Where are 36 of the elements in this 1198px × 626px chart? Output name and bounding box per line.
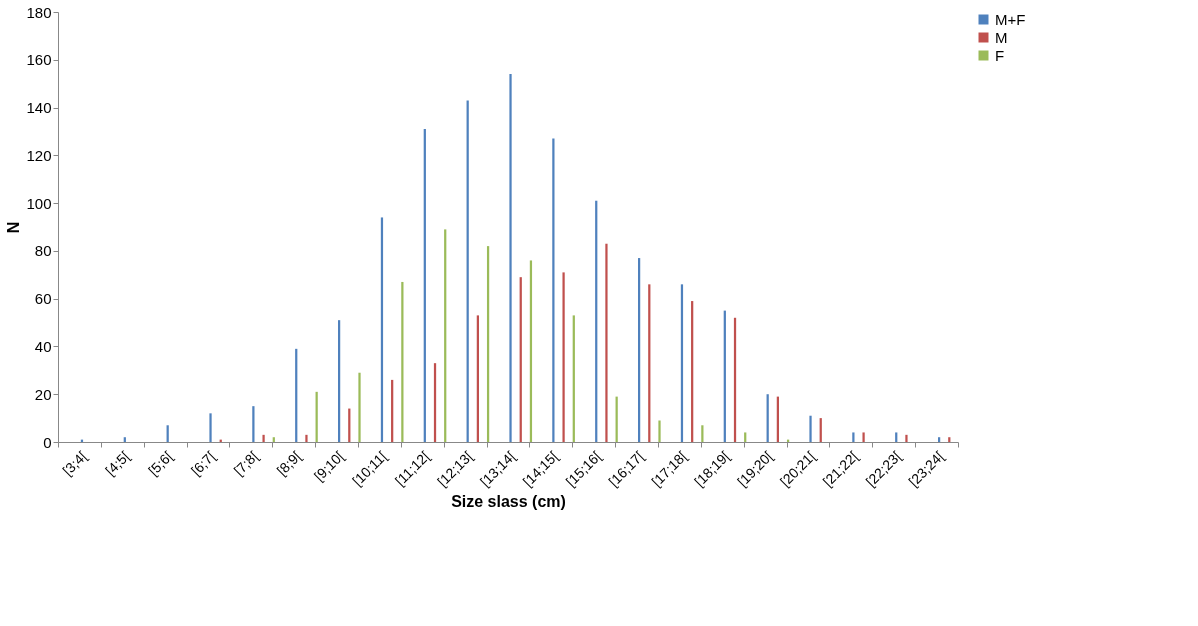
bar (272, 437, 275, 442)
bar (852, 432, 855, 442)
bar (209, 413, 212, 442)
y-tick-label: 80 (34, 242, 52, 260)
bar (862, 432, 865, 442)
y-tick-label: 140 (26, 99, 52, 117)
bar (766, 394, 769, 442)
legend-label: M (995, 28, 1008, 46)
y-tick-label: 0 (43, 433, 52, 451)
y-tick-label: 100 (26, 194, 52, 212)
y-tick-label: 120 (26, 146, 52, 164)
y-axis-title: N (5, 221, 23, 234)
y-tick-label: 40 (34, 337, 52, 355)
bar (658, 420, 661, 442)
legend-label: F (995, 46, 1005, 64)
y-tick-label: 60 (34, 290, 52, 308)
bar (905, 434, 908, 442)
bar (509, 74, 512, 442)
y-tick-label: 160 (26, 51, 52, 69)
bar (252, 406, 255, 442)
bar (358, 372, 361, 442)
x-axis-title: Size slass (cm) (451, 492, 566, 510)
bar (562, 272, 565, 442)
bar (305, 434, 308, 442)
bar (123, 437, 126, 442)
bar (948, 437, 951, 442)
bar (744, 432, 747, 442)
bar (605, 243, 608, 442)
bar (937, 437, 941, 442)
bar (552, 138, 555, 442)
legend-label: M+F (995, 10, 1026, 28)
bar (895, 432, 898, 442)
bar (262, 434, 265, 442)
y-tick-label: 180 (26, 3, 52, 21)
y-tick-label: 20 (34, 385, 52, 403)
bar (809, 415, 812, 442)
